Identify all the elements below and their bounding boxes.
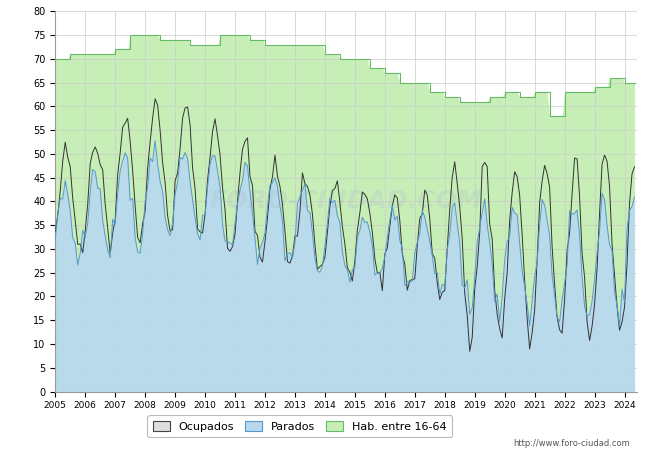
Legend: Ocupados, Parados, Hab. entre 16-64: Ocupados, Parados, Hab. entre 16-64 [148,415,452,437]
Text: Torre la Ribera - Evolucion de la poblacion en edad de Trabajar Mayo de 2024: Torre la Ribera - Evolucion de la poblac… [96,12,554,25]
Text: FORO-CIUDAD.COM: FORO-CIUDAD.COM [210,189,482,213]
Text: http://www.foro-ciudad.com: http://www.foro-ciudad.com [514,438,630,447]
